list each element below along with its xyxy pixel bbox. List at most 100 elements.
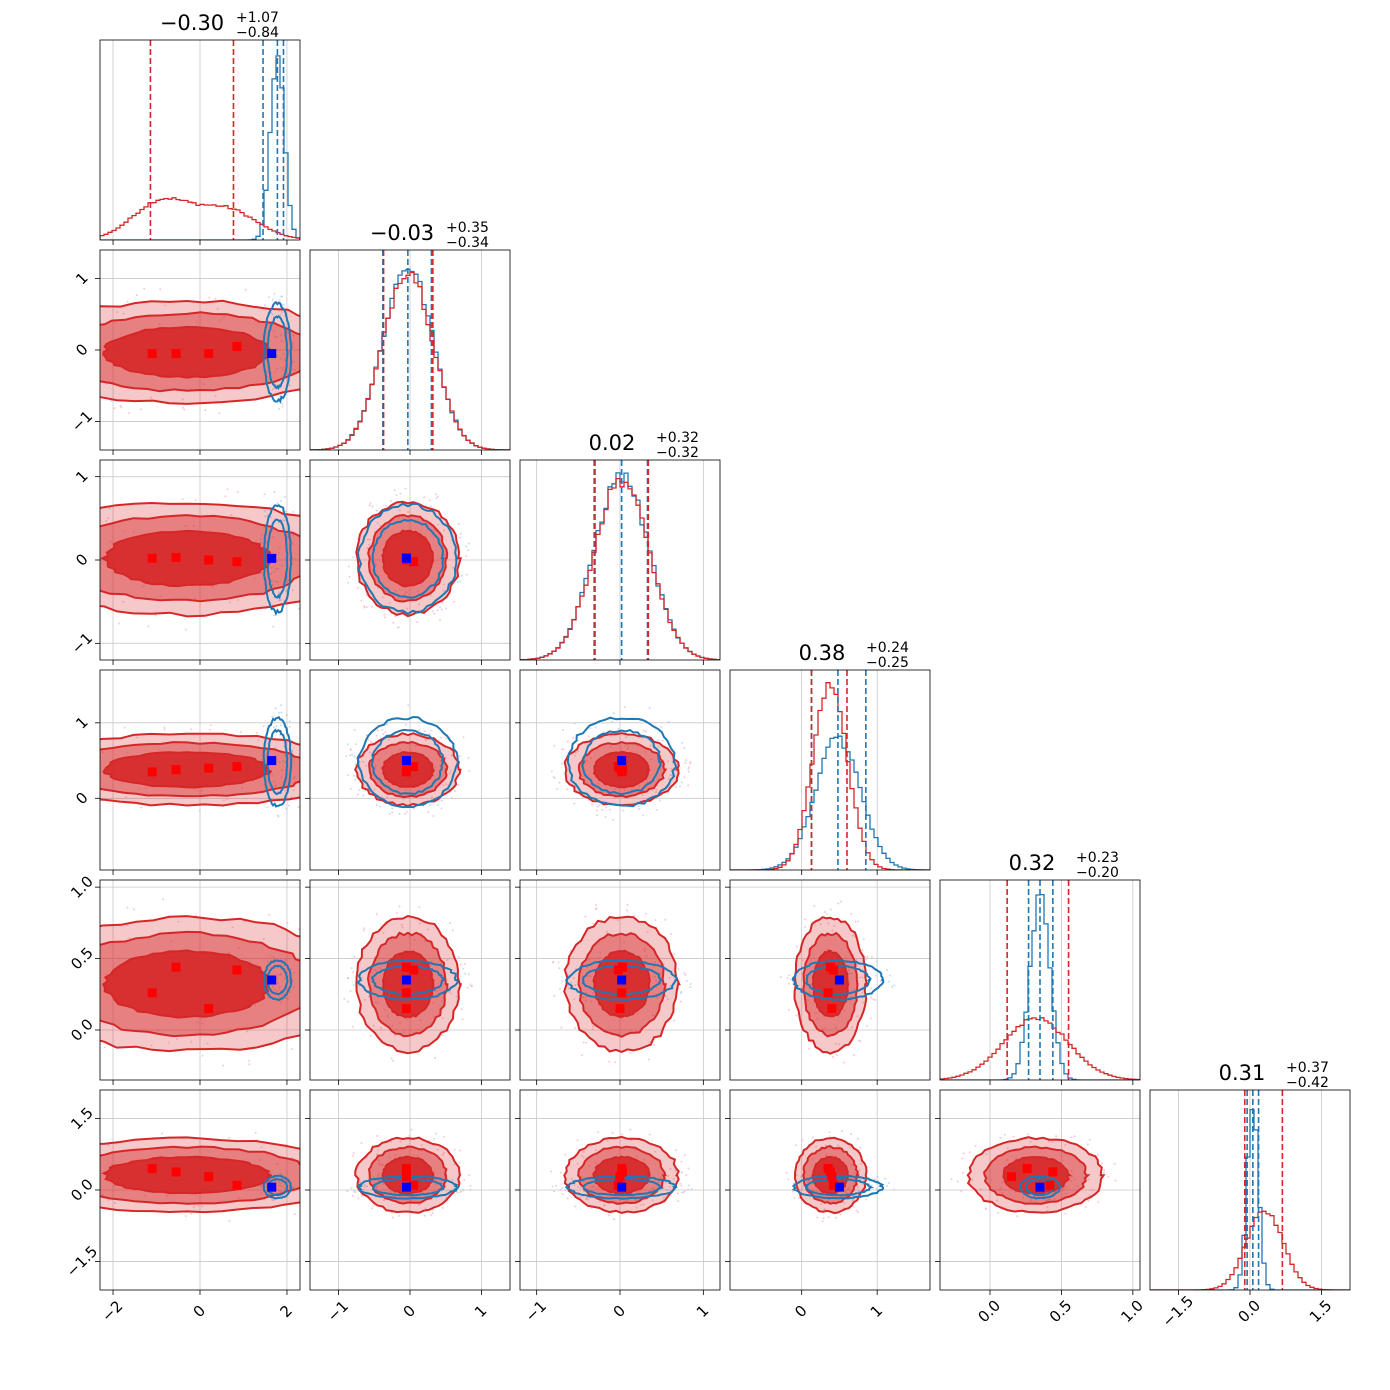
sample-point-red <box>1074 1178 1077 1181</box>
sample-point-red <box>685 1174 688 1177</box>
panel-5-5: 0.31 +0.37−0.42 −1.5 0.0 1.5 <box>1149 1060 1351 1331</box>
sample-point-red <box>860 1162 863 1165</box>
sample-point-red <box>248 1059 251 1062</box>
sample-point-red <box>345 544 347 546</box>
sample-point-red <box>961 1157 964 1160</box>
contour-blue <box>791 1175 885 1200</box>
sample-point-red <box>58 368 60 370</box>
contour-red <box>102 949 272 1019</box>
sample-point-blue <box>669 984 672 987</box>
contour-blue <box>370 964 446 996</box>
sample-point-red <box>674 1148 677 1151</box>
sample-point-red <box>804 926 807 929</box>
sample-point-blue <box>680 781 683 784</box>
sample-point-blue <box>561 980 564 983</box>
sample-point-red <box>793 1197 796 1200</box>
sample-point-red <box>682 1191 685 1194</box>
sample-point-red <box>363 384 365 386</box>
sample-point-red <box>466 986 469 989</box>
sample-point-red <box>52 577 54 579</box>
sample-point-red <box>1084 1206 1087 1209</box>
sample-point-blue <box>273 335 276 338</box>
sample-point-red <box>445 783 448 786</box>
panel-4-1 <box>305 879 511 1085</box>
sample-point-red <box>374 1001 377 1004</box>
sample-point-red <box>366 547 369 550</box>
sample-point-blue <box>432 815 435 818</box>
sample-point-red <box>858 1169 861 1172</box>
x-tick-label: 0.5 <box>1046 1296 1076 1326</box>
sample-point-blue <box>574 754 577 757</box>
sample-point-red <box>80 1159 82 1161</box>
sample-point-red <box>184 1215 187 1218</box>
sample-point-red <box>821 1027 824 1030</box>
sample-point-red <box>582 1041 585 1044</box>
sample-point-red <box>670 767 673 770</box>
sample-point-red <box>436 1148 439 1151</box>
x-tick-label: −1 <box>522 1297 550 1325</box>
sample-point-blue <box>278 760 281 763</box>
sample-point-red <box>403 593 406 596</box>
sample-point-red <box>1015 1157 1018 1160</box>
sample-point-blue <box>277 591 280 594</box>
marker-red <box>409 557 419 567</box>
sample-point-red <box>419 1019 422 1022</box>
sample-point-blue <box>369 501 372 504</box>
sample-point-red <box>369 538 372 541</box>
sample-point-blue <box>391 807 394 810</box>
sample-point-red <box>49 1002 51 1004</box>
sample-point-blue <box>272 625 275 628</box>
sample-point-red <box>107 517 110 520</box>
sample-point-blue <box>876 1176 879 1179</box>
sample-point-red <box>362 929 365 932</box>
marker-red <box>401 1172 411 1182</box>
sample-point-blue <box>884 1177 887 1180</box>
panel-5-4: 0.0 0.5 1.0 <box>935 1089 1147 1326</box>
sample-point-red <box>382 931 385 934</box>
sample-point-red <box>440 799 443 802</box>
contour-blue <box>566 716 678 808</box>
sample-point-red <box>111 1163 114 1166</box>
sample-point-red <box>122 600 125 603</box>
sample-point-red <box>1001 1182 1004 1185</box>
panel-frame <box>729 879 931 1081</box>
x-tick-label: −1 <box>324 1297 352 1325</box>
sample-point-blue <box>378 967 381 970</box>
sample-point-blue <box>604 816 607 819</box>
panel-title-1: −0.03 <box>370 221 434 245</box>
sample-point-blue <box>888 974 891 977</box>
sample-point-red <box>87 514 89 516</box>
sample-point-red <box>357 1197 360 1200</box>
sample-point-blue <box>277 995 280 998</box>
sample-point-blue <box>401 515 404 518</box>
sample-point-blue <box>271 1198 274 1201</box>
sample-point-red <box>430 729 433 732</box>
sample-point-red <box>380 1028 383 1031</box>
sample-point-blue <box>373 788 376 791</box>
sample-point-red <box>1046 1205 1049 1208</box>
sample-point-blue <box>263 510 266 513</box>
contour-blue <box>356 959 459 1001</box>
sample-point-blue <box>888 980 891 983</box>
sample-point-red <box>86 592 88 594</box>
sample-point-red <box>190 728 193 731</box>
sample-point-red <box>834 1042 837 1045</box>
sample-point-red <box>816 1017 819 1020</box>
sample-point-blue <box>585 991 588 994</box>
sample-point-blue <box>574 983 577 986</box>
sample-point-red <box>857 920 860 923</box>
sample-point-red <box>626 909 629 912</box>
marker-blue <box>617 975 627 985</box>
sample-point-blue <box>577 739 580 742</box>
sample-point-red <box>351 1154 354 1157</box>
contour-blue <box>804 1178 875 1197</box>
sample-point-red <box>433 612 436 615</box>
marker-red <box>823 988 833 998</box>
sample-point-red <box>398 1214 401 1217</box>
sample-point-blue <box>275 725 278 728</box>
sample-point-red <box>590 757 593 760</box>
sample-point-red <box>406 1017 409 1020</box>
sample-point-blue <box>385 723 388 726</box>
sample-point-blue <box>280 295 283 298</box>
sample-point-red <box>140 408 143 411</box>
